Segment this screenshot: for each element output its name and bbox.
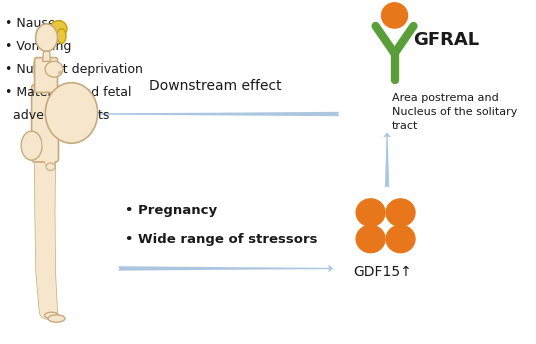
Text: Area postrema and
Nucleus of the solitary
tract: Area postrema and Nucleus of the solitar… [392, 93, 517, 131]
Text: GDF15↑: GDF15↑ [354, 265, 413, 279]
Ellipse shape [44, 312, 58, 319]
Ellipse shape [21, 131, 42, 160]
Ellipse shape [356, 199, 385, 226]
Ellipse shape [386, 225, 415, 252]
Ellipse shape [50, 21, 67, 36]
Polygon shape [42, 51, 50, 61]
Ellipse shape [46, 163, 55, 170]
Text: • Nausea: • Nausea [5, 17, 63, 30]
Ellipse shape [57, 29, 66, 43]
Text: • Vomiting: • Vomiting [5, 40, 71, 53]
FancyBboxPatch shape [32, 85, 58, 162]
Ellipse shape [382, 3, 407, 28]
FancyBboxPatch shape [35, 58, 57, 93]
Ellipse shape [386, 199, 415, 226]
Text: GFRAL: GFRAL [413, 31, 480, 49]
Ellipse shape [45, 61, 63, 77]
Text: Downstream effect: Downstream effect [149, 79, 281, 93]
Ellipse shape [356, 225, 385, 252]
Text: adverse events: adverse events [5, 109, 109, 122]
Ellipse shape [58, 72, 62, 74]
Text: • Pregnancy: • Pregnancy [125, 204, 218, 217]
Text: • Maternal and fetal: • Maternal and fetal [5, 86, 131, 99]
Ellipse shape [48, 315, 65, 322]
Ellipse shape [46, 83, 98, 143]
Text: • Nutrient deprivation: • Nutrient deprivation [5, 63, 143, 76]
Text: • Wide range of stressors: • Wide range of stressors [125, 233, 318, 246]
Ellipse shape [35, 24, 57, 51]
